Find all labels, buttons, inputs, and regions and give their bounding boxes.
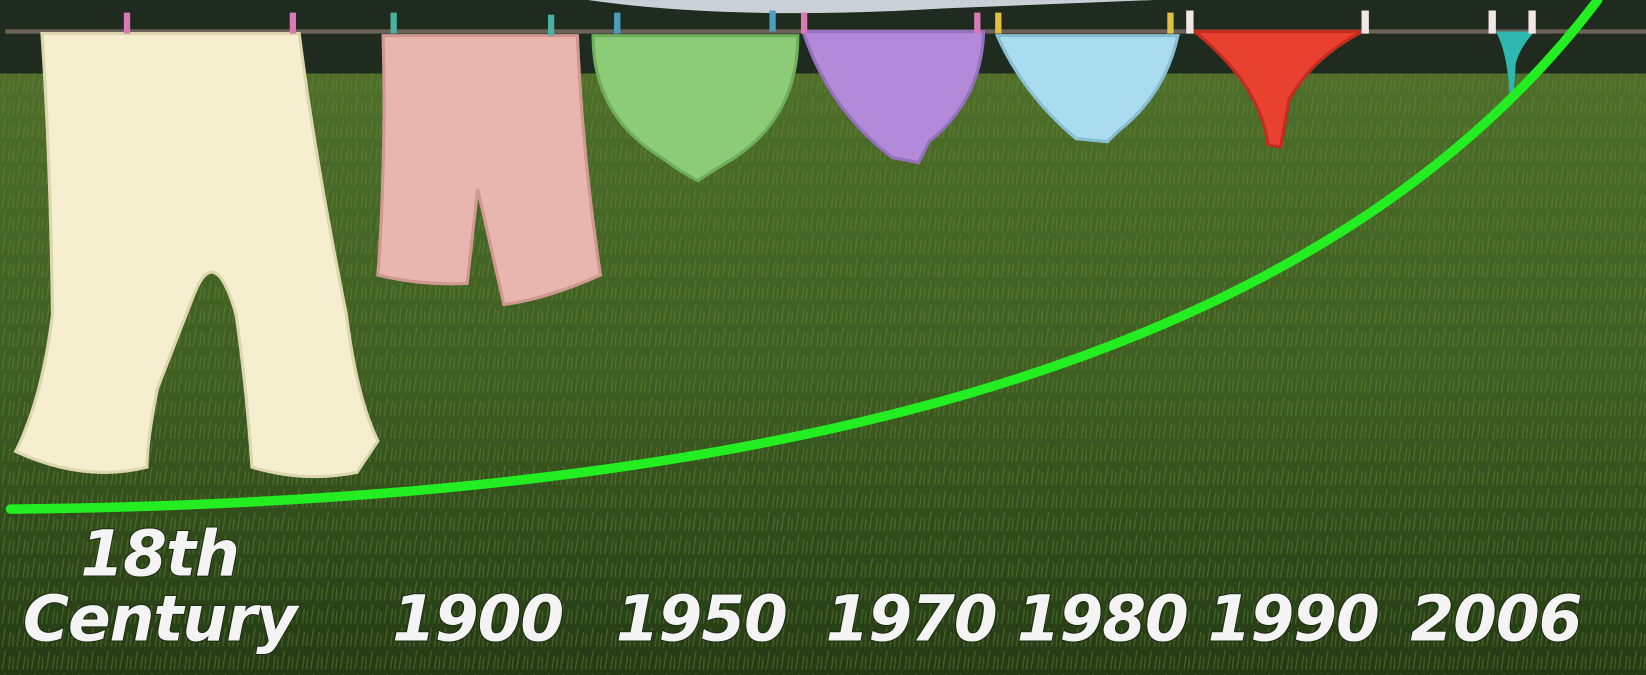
trend-curve [5,0,1603,514]
era-label: 1900 [392,582,563,655]
green-briefs [591,34,800,183]
era-label: 1970 [826,582,997,655]
teal-thong [1495,31,1535,95]
era-label: 2006 [1410,582,1581,655]
era-label: 1990 [1208,582,1379,655]
clothespins [123,10,1536,36]
pantaloons [13,32,380,479]
blue-briefs [994,34,1180,144]
era-label: 1980 [1017,582,1188,655]
era-label: Century [23,582,300,655]
purple-briefs [800,29,986,165]
pink-shorts [376,34,603,307]
era-label: 1950 [616,582,787,655]
red-thong [1190,29,1364,149]
era-label: 18th [80,517,238,590]
